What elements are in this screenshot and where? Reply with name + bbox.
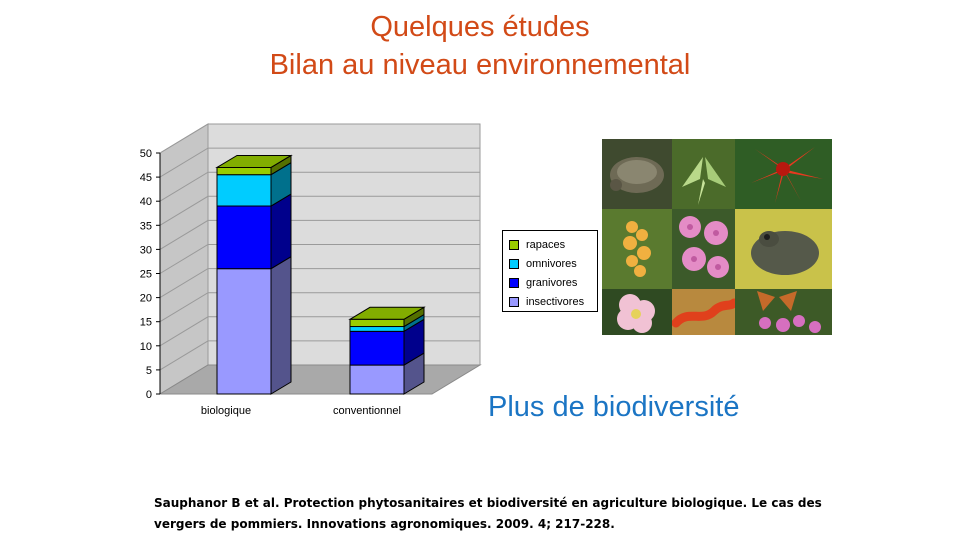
bar-conventionnel-insectivores	[349, 364, 405, 395]
butterfly-photo	[735, 289, 832, 335]
legend-item-omnivores: omnivores	[509, 256, 577, 272]
legend-swatch-insectivores	[509, 297, 519, 307]
gridline	[159, 219, 480, 250]
legend-item-granivores: granivores	[509, 275, 577, 291]
bar-conventionnel-rapaces	[349, 318, 405, 328]
bar-conventionnel-granivores	[349, 330, 405, 366]
legend-label-granivores: granivores	[526, 277, 578, 289]
y-tick-label: 20	[140, 293, 152, 305]
legend-label-insectivores: insectivores	[526, 296, 585, 308]
bar-biologique-omnivores	[216, 174, 272, 207]
bar-conventionnel-omnivores	[349, 326, 405, 332]
bar-top-conventionnel	[348, 306, 426, 320]
chart-floor	[158, 364, 482, 395]
turtle-photo	[602, 139, 672, 209]
slide-title-line1: Quelques études	[370, 11, 590, 43]
y-tick-label: 50	[140, 148, 152, 160]
frog-photo	[735, 209, 832, 289]
legend-item-rapaces: rapaces	[509, 237, 565, 253]
legend-label-omnivores: omnivores	[526, 258, 577, 270]
orchid-photo	[602, 209, 672, 289]
bar-biologique-granivores	[216, 205, 272, 270]
x-tick-label-conventionnel: conventionnel	[333, 405, 401, 417]
y-tick-label: 15	[140, 317, 152, 329]
slide-title-line2: Bilan au niveau environnemental	[269, 49, 691, 81]
y-tick-label: 35	[140, 220, 152, 232]
bar-top-biologique	[215, 154, 293, 168]
legend-swatch-rapaces	[509, 240, 519, 250]
legend-swatch-omnivores	[509, 259, 519, 269]
gridline	[159, 147, 480, 178]
gridline	[159, 244, 480, 274]
x-tick-label-biologique: biologique	[201, 405, 251, 417]
bar-biologique-insectivores	[216, 268, 272, 395]
bar-side-biologique-insectivores	[270, 255, 292, 395]
y-tick-label: 0	[146, 389, 152, 401]
gridline	[159, 123, 480, 154]
y-tick-label: 30	[140, 244, 152, 256]
chart-legend: rapaces omnivores granivores insectivore…	[502, 230, 598, 312]
bibliographic-reference: Sauphanor B et al. Protection phytosanit…	[154, 496, 822, 531]
legend-item-insectivores: insectivores	[509, 294, 584, 310]
moth-photo	[672, 139, 735, 209]
legend-label-rapaces: rapaces	[526, 239, 566, 251]
rose-photo	[602, 289, 672, 335]
y-tick-label: 5	[146, 365, 152, 377]
gridline	[159, 171, 480, 202]
legend-swatch-granivores	[509, 278, 519, 288]
y-tick-label: 45	[140, 172, 152, 184]
y-tick-label: 10	[140, 341, 152, 353]
pink-flowers-photo	[672, 209, 735, 289]
salamander-photo	[672, 289, 735, 335]
y-tick-label: 40	[140, 196, 152, 208]
bar-side-biologique-granivores	[270, 193, 292, 270]
y-tick-label: 25	[140, 269, 152, 281]
red-flower-photo	[735, 139, 832, 209]
biodiversity-photo-collage	[602, 139, 832, 335]
gridline	[159, 195, 480, 226]
gridline	[159, 292, 480, 323]
bar-biologique-rapaces	[216, 166, 272, 176]
gridline	[159, 268, 480, 299]
biodiversity-statement: Plus de biodiversité	[488, 391, 740, 423]
